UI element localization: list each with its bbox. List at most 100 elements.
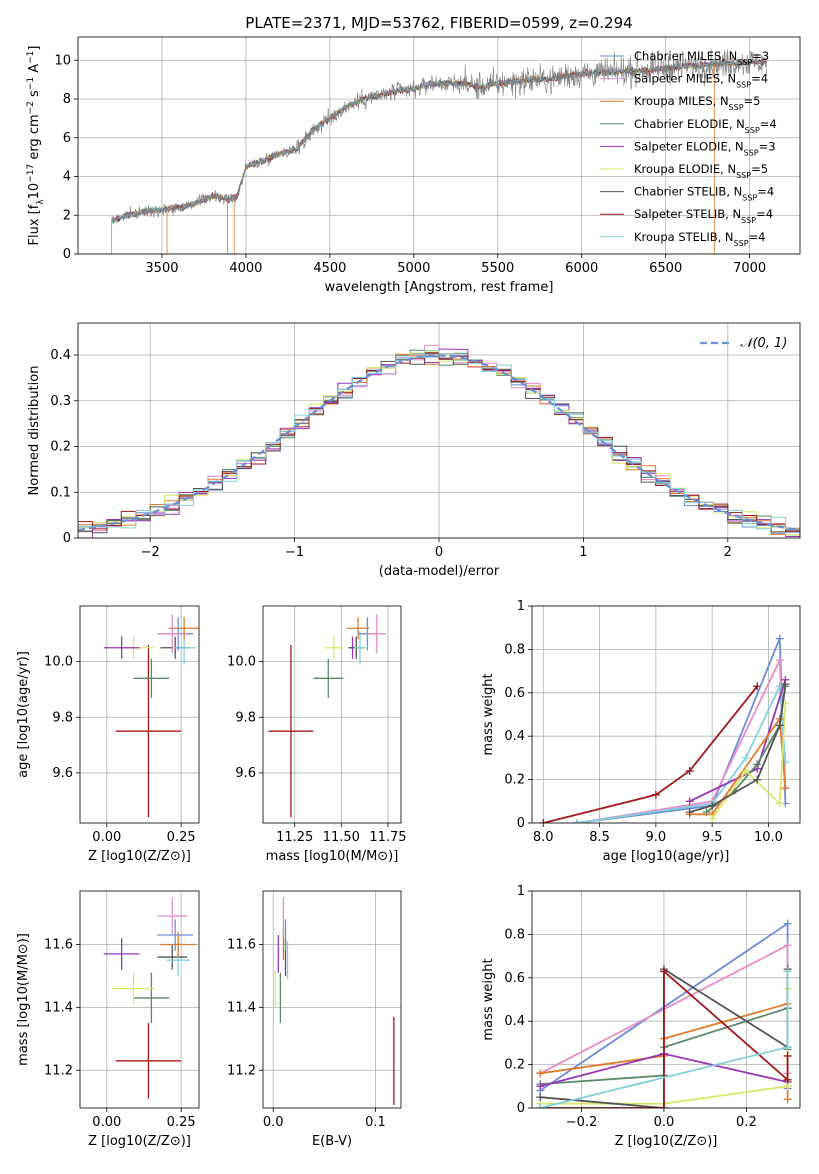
plot-area xyxy=(268,614,387,818)
x-tick-label: 11.25 xyxy=(276,830,313,845)
axes-frame xyxy=(531,890,801,1109)
legend-suffix: =4 xyxy=(760,117,777,131)
y-tick-label: 8 xyxy=(63,92,71,107)
normal-curve xyxy=(78,354,800,532)
weight-marker xyxy=(783,1095,792,1104)
x-tick-label: 0.1 xyxy=(365,1115,386,1130)
grid xyxy=(263,891,401,1108)
x-axis-label: wavelength [Angstrom, rest frame] xyxy=(325,280,554,295)
x-tick-label: 5000 xyxy=(397,261,430,276)
x-axis-label: age [log10(age/yr)] xyxy=(603,849,730,864)
y-tick-label: 0.6 xyxy=(504,686,525,701)
x-axis-label: Z [log10(Z/Z⊙)] xyxy=(615,1134,718,1149)
errorbar-point xyxy=(354,631,366,665)
legend-suffix: =4 xyxy=(749,230,766,244)
chart-panel-mass-vs-EBV: 0.0 0.1 11.2 11.4 11.6 E(B-V) xyxy=(227,890,402,1149)
x-tick-label: 0.25 xyxy=(167,1115,196,1130)
y-tick-label: 11.2 xyxy=(44,1063,73,1078)
grid xyxy=(80,606,199,823)
errorbar-point xyxy=(133,972,170,1024)
errorbar-point xyxy=(160,931,197,958)
errorbar-point xyxy=(157,614,188,654)
weight-marker xyxy=(781,784,790,793)
weight-marker xyxy=(775,634,784,643)
grid xyxy=(532,605,800,824)
legend: Chabrier MILES, N SSP =3 Salpeter MILES, NS… xyxy=(600,49,777,247)
weight-marker xyxy=(708,801,717,810)
y-tick-label: 11.4 xyxy=(44,1000,73,1015)
x-tick-label: 11.50 xyxy=(323,830,360,845)
x-tick-label: −2 xyxy=(141,545,160,560)
x-tick-label: 0.0 xyxy=(654,1115,675,1130)
x-tick-label: 0.00 xyxy=(92,830,121,845)
legend-label: Salpeter STELIB, NSSP=4 xyxy=(634,207,773,225)
legend-text: Chabrier ELODIE, N xyxy=(634,117,745,131)
weight-marker xyxy=(753,760,762,769)
legend-label: Kroupa STELIB, NSSP=4 xyxy=(634,230,765,248)
chart-panel-age-vs-Z: 0.00 0.25 9.6 9.8 10.0 Z [log10(Z/Z⊙)] age [lo… xyxy=(16,605,200,864)
x-tick-label: 3500 xyxy=(145,261,178,276)
plot-area xyxy=(111,48,767,254)
errorbar-point xyxy=(115,644,182,818)
errorbar-point xyxy=(133,658,170,698)
y-tick-label: 0 xyxy=(517,1101,525,1116)
legend-sub: SSP xyxy=(736,171,751,180)
legend-text: Salpeter STELIB, N xyxy=(634,207,741,221)
y-tick-label: 9.6 xyxy=(52,766,73,781)
y-tick-label: 0.8 xyxy=(504,642,525,657)
legend-label: Chabrier ELODIE, NSSP=4 xyxy=(634,117,777,135)
x-tick-label: 0.25 xyxy=(167,830,196,845)
axes-frame xyxy=(77,322,801,539)
weight-marker xyxy=(573,819,582,823)
y-label-part: 10 xyxy=(27,183,42,200)
grid xyxy=(80,891,199,1108)
legend-suffix: =3 xyxy=(759,139,776,153)
legend-label: Salpeter MILES, NSSP=4 xyxy=(634,72,768,90)
axes-frame xyxy=(531,605,801,824)
legend-text: Chabrier MILES, N xyxy=(634,49,737,63)
x-tick-label: 9.5 xyxy=(702,830,723,845)
weight-marker xyxy=(685,766,694,775)
weight-marker xyxy=(753,775,762,784)
y-label-part: λ xyxy=(36,199,46,205)
y-label-part: −17 xyxy=(26,164,36,183)
legend-suffix: =5 xyxy=(744,94,761,108)
legend-label: Kroupa ELODIE, NSSP=5 xyxy=(634,162,768,180)
chart-title: PLATE=2371, MJD=53762, FIBERID=0599, z=0… xyxy=(245,14,632,32)
y-tick-label: 1 xyxy=(517,599,525,614)
y-tick-label: 10.0 xyxy=(44,655,73,670)
weight-marker xyxy=(741,753,750,762)
weight-marker xyxy=(781,680,790,689)
plot-area xyxy=(536,919,792,1108)
legend-text: Kroupa STELIB, N xyxy=(634,230,734,244)
weight-marker xyxy=(536,1104,545,1108)
legend-text: Salpeter ELODIE, N xyxy=(634,139,744,153)
y-tick-label: 0.6 xyxy=(504,971,525,986)
chart-panel-mass-vs-Z: 0.00 0.25 11.2 11.4 11.6 Z [log10(Z/Z⊙)] mass … xyxy=(16,890,200,1149)
legend-sub: SSP xyxy=(741,216,756,225)
y-tick-label: 0 xyxy=(517,816,525,831)
y-tick-label: 0.4 xyxy=(50,348,71,363)
y-tick-label: 0.1 xyxy=(50,485,71,500)
x-tick-label: 0.0 xyxy=(263,1115,284,1130)
y-tick-label: 6 xyxy=(63,131,71,146)
errorbar-point xyxy=(157,919,194,951)
errorbar-point xyxy=(115,1023,182,1099)
y-axis-label: mass weight xyxy=(481,673,496,755)
legend-suffix: =4 xyxy=(756,207,773,221)
legend-label: Salpeter ELODIE, NSSP=3 xyxy=(634,139,776,157)
weight-series-line xyxy=(540,969,789,1108)
weight-marker xyxy=(659,967,668,976)
legend-text: Kroupa ELODIE, N xyxy=(634,162,736,176)
weight-marker xyxy=(783,1075,792,1084)
x-tick-label: 0.2 xyxy=(736,1115,757,1130)
y-label-part: ] xyxy=(27,46,42,51)
y-axis-label: age [log10(age/yr)] xyxy=(16,651,31,778)
y-tick-label: 11.2 xyxy=(227,1063,256,1078)
y-tick-label: 2 xyxy=(63,208,71,223)
y-tick-label: 0.8 xyxy=(504,927,525,942)
weight-marker xyxy=(775,721,784,730)
y-label-part: s xyxy=(27,90,42,101)
legend-sub: SSP xyxy=(745,125,760,134)
y-tick-label: 1 xyxy=(517,884,525,899)
